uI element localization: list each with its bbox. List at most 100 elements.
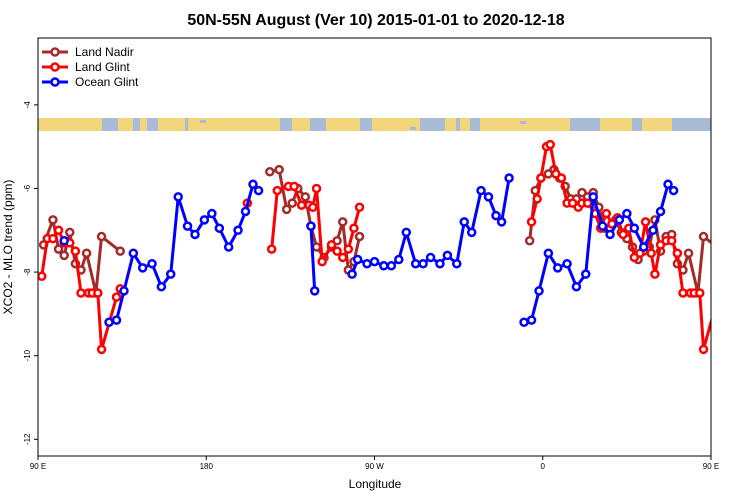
- land-mask-detail: [410, 127, 416, 130]
- data-point-land-glint: [93, 288, 103, 298]
- plot-area: [37, 37, 733, 457]
- data-point-land-glint: [719, 285, 726, 292]
- data-point-ocean-glint: [379, 261, 389, 271]
- chart-title: 50N-55N August (Ver 10) 2015-01-01 to 20…: [187, 12, 564, 29]
- data-point-ocean-glint: [476, 185, 486, 196]
- data-point-land-glint: [672, 248, 683, 259]
- data-point-land-glint: [337, 252, 348, 263]
- series-line-ocean-glint: [309, 226, 317, 291]
- data-point-land-glint: [289, 181, 299, 192]
- data-point-ocean-glint: [253, 185, 264, 196]
- data-point-ocean-glint: [442, 250, 453, 261]
- data-point-ocean-glint: [248, 179, 258, 190]
- data-point-ocean-glint: [552, 263, 563, 273]
- y-tick-label: -8: [23, 268, 32, 276]
- data-point-ocean-glint: [418, 258, 428, 269]
- data-point-land-glint: [601, 208, 612, 219]
- data-point-land-glint: [715, 292, 722, 299]
- data-point-land-nadir: [59, 250, 69, 261]
- x-tick-label: 180: [200, 462, 214, 471]
- data-point-land-glint: [695, 288, 705, 298]
- data-point-land-nadir: [719, 248, 726, 255]
- data-point-land-glint: [678, 288, 688, 298]
- land-mask-segment: [326, 118, 360, 131]
- data-point-ocean-glint: [190, 229, 200, 240]
- data-point-ocean-glint: [111, 315, 122, 325]
- y-tick-label: -10: [23, 349, 32, 361]
- data-point-ocean-glint: [435, 258, 445, 269]
- data-point-land-glint: [266, 244, 277, 254]
- data-point-ocean-glint: [726, 287, 733, 294]
- data-point-ocean-glint: [362, 258, 372, 269]
- legend-swatch-marker: [50, 62, 60, 72]
- data-point-land-glint: [76, 288, 86, 298]
- legend-label: Land Glint: [75, 60, 130, 74]
- data-point-ocean-glint: [638, 242, 649, 252]
- series-land-glint: [38, 139, 726, 355]
- data-point-ocean-glint: [655, 206, 666, 217]
- data-point-ocean-glint: [580, 269, 591, 279]
- data-point-ocean-glint: [614, 215, 625, 225]
- data-point-ocean-glint: [119, 286, 129, 296]
- x-tick-label: 90 E: [703, 462, 719, 471]
- data-point-ocean-glint: [491, 210, 501, 221]
- data-point-ocean-glint: [233, 225, 243, 236]
- land-mask-land: [38, 118, 696, 131]
- data-point-land-glint: [53, 225, 64, 236]
- data-point-ocean-glint: [347, 269, 357, 279]
- data-point-land-glint: [698, 344, 709, 355]
- legend-swatch-marker: [50, 77, 60, 87]
- land-mask-segment: [188, 118, 280, 131]
- data-point-land-nadir: [274, 164, 284, 175]
- y-tick-label: -4: [23, 101, 32, 109]
- data-point-ocean-glint: [466, 227, 477, 238]
- data-point-land-glint: [545, 139, 555, 150]
- data-point-land-nadir: [337, 217, 348, 227]
- data-point-ocean-glint: [182, 221, 193, 231]
- data-point-ocean-glint: [104, 317, 114, 327]
- data-point-land-glint: [311, 183, 322, 194]
- land-mask-segment: [480, 118, 570, 131]
- legend-item-land-nadir: Land Nadir: [42, 45, 134, 59]
- data-point-land-glint: [326, 240, 337, 250]
- data-point-ocean-glint: [410, 258, 421, 269]
- legend-item-ocean-glint: Ocean Glint: [42, 75, 139, 89]
- land-mask-segment: [140, 118, 147, 131]
- legend-label: Ocean Glint: [75, 75, 139, 89]
- data-point-land-nadir: [287, 198, 297, 208]
- data-point-ocean-glint: [526, 315, 537, 325]
- data-point-ocean-glint: [562, 258, 572, 269]
- data-point-land-nadir: [65, 227, 75, 238]
- data-point-land-glint: [646, 248, 656, 259]
- data-point-land-glint: [640, 217, 651, 227]
- data-point-ocean-glint: [240, 206, 251, 217]
- y-axis: -4 -6 -8 -10 -12: [23, 101, 38, 445]
- land-mask-detail: [200, 120, 206, 123]
- land-mask-detail: [520, 121, 526, 124]
- data-point-ocean-glint: [173, 192, 183, 202]
- data-point-land-nadir: [311, 242, 322, 252]
- x-axis: 90 E 180 90 W 0 90 E: [30, 456, 719, 471]
- data-point-land-glint: [70, 246, 81, 256]
- data-point-ocean-glint: [668, 185, 679, 196]
- land-mask-segment: [158, 118, 185, 131]
- legend-item-land-glint: Land Glint: [42, 60, 130, 74]
- data-point-ocean-glint: [352, 254, 363, 265]
- data-point-land-glint: [349, 223, 359, 233]
- data-point-ocean-glint: [534, 286, 544, 296]
- data-point-land-glint: [111, 292, 122, 302]
- data-point-ocean-glint: [223, 242, 234, 252]
- data-point-ocean-glint: [571, 281, 582, 292]
- x-tick-label: 90 W: [365, 462, 384, 471]
- series-ocean-glint: [59, 173, 733, 327]
- legend-label: Land Nadir: [75, 45, 134, 59]
- data-point-land-nadir: [115, 246, 126, 256]
- x-tick-label: 0: [541, 462, 546, 471]
- data-point-ocean-glint: [386, 261, 397, 271]
- data-point-land-nadir: [48, 215, 58, 225]
- data-point-land-glint: [48, 233, 58, 244]
- data-point-land-glint: [618, 229, 628, 240]
- data-point-ocean-glint: [207, 208, 217, 219]
- data-point-ocean-glint: [459, 217, 469, 227]
- land-mask-segment: [600, 118, 632, 131]
